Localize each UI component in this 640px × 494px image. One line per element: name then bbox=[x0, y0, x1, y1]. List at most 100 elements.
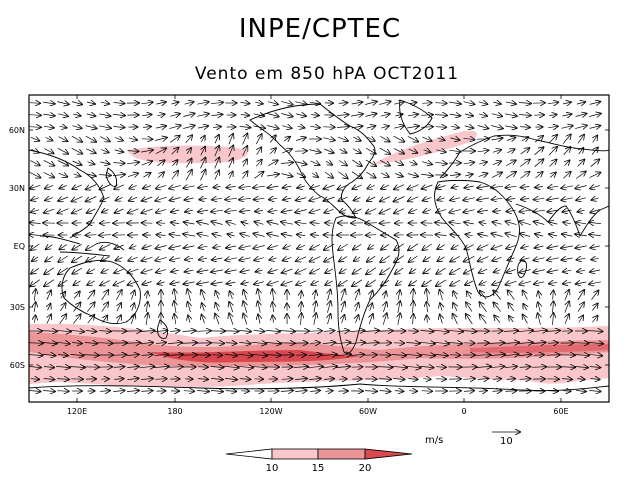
wind-vector-708 bbox=[188, 302, 191, 313]
wind-vector-108 bbox=[393, 126, 404, 128]
wind-vector-333 bbox=[101, 197, 110, 201]
wind-vector-11 bbox=[184, 102, 194, 104]
wind-vector-190 bbox=[393, 148, 404, 153]
wind-vector-660 bbox=[87, 291, 95, 300]
wind-vector-244 bbox=[577, 160, 585, 167]
wind-vector-666 bbox=[174, 289, 176, 301]
wind-vector-704 bbox=[132, 303, 135, 311]
wind-vector-950 bbox=[127, 378, 138, 379]
wind-vector-736 bbox=[577, 302, 584, 312]
wind-vector-553 bbox=[310, 256, 321, 261]
wind-vector-232 bbox=[409, 162, 416, 165]
wind-vector-942 bbox=[589, 367, 601, 368]
wind-vector-921 bbox=[294, 367, 308, 368]
wind-vector-949 bbox=[114, 379, 123, 380]
wind-vector-471 bbox=[311, 235, 320, 236]
wind-vector-802 bbox=[349, 330, 365, 331]
wind-vector-178 bbox=[228, 146, 234, 157]
wind-vector-986 bbox=[57, 391, 68, 392]
wind-vector-608 bbox=[506, 270, 516, 273]
wind-vector-247 bbox=[43, 172, 54, 178]
wind-vector-623 bbox=[142, 282, 152, 285]
wind-vector-148 bbox=[380, 136, 389, 141]
wind-vector-971 bbox=[423, 379, 430, 380]
wind-vector-253 bbox=[127, 173, 138, 176]
colorbar: 10 15 20 bbox=[225, 448, 413, 474]
wind-vector-964 bbox=[323, 379, 334, 380]
wind-vector-238 bbox=[492, 161, 501, 164]
wind-vector-280 bbox=[505, 172, 516, 179]
wind-vector-407 bbox=[562, 210, 572, 212]
wind-vector-638 bbox=[352, 279, 363, 286]
wind-vector-369 bbox=[31, 210, 40, 213]
wind-vector-115 bbox=[491, 126, 503, 129]
wind-vector-278 bbox=[478, 173, 488, 176]
wind-vector-928 bbox=[390, 366, 407, 367]
colorbar-segment-below-10 bbox=[225, 448, 273, 460]
wind-vector-983 bbox=[590, 379, 599, 380]
wind-vector-231 bbox=[394, 161, 403, 165]
wind-vector-461 bbox=[170, 234, 181, 236]
wind-vector-384 bbox=[240, 210, 251, 211]
wind-vector-793 bbox=[223, 331, 239, 332]
wind-vector-313 bbox=[394, 184, 405, 190]
wind-vector-506 bbox=[226, 246, 237, 248]
wind-vector-304 bbox=[268, 186, 279, 188]
wind-vector-257 bbox=[185, 170, 192, 181]
wind-vector-323 bbox=[535, 187, 543, 188]
wind-vector-403 bbox=[507, 211, 516, 212]
wind-vector-641 bbox=[396, 281, 403, 285]
wind-vector-139 bbox=[255, 134, 261, 145]
wind-vector-393 bbox=[366, 208, 377, 214]
wind-vector-804 bbox=[377, 331, 392, 332]
wind-vector-705 bbox=[146, 302, 148, 313]
wind-vector-968 bbox=[378, 379, 391, 380]
wind-vector-607 bbox=[494, 270, 501, 273]
wind-vector-79 bbox=[562, 114, 572, 116]
wind-vector-78 bbox=[549, 115, 556, 116]
wind-vector-780 bbox=[40, 331, 57, 332]
wind-vector-677 bbox=[328, 290, 331, 301]
wind-vector-219 bbox=[229, 158, 233, 168]
wind-vector-182 bbox=[282, 149, 292, 153]
wind-vector-399 bbox=[449, 209, 461, 212]
wind-vector-236 bbox=[463, 162, 474, 163]
wind-vector-1015 bbox=[463, 391, 474, 392]
wind-vector-834 bbox=[225, 343, 237, 344]
wind-vector-630 bbox=[241, 282, 249, 284]
wind-vector-193 bbox=[436, 150, 445, 152]
wind-vector-40 bbox=[589, 102, 601, 105]
wind-vector-10 bbox=[171, 102, 179, 104]
wind-vector-810 bbox=[461, 331, 477, 332]
wind-vector-322 bbox=[521, 187, 530, 188]
wind-vector-137 bbox=[229, 134, 233, 145]
wind-vector-995 bbox=[183, 391, 194, 392]
wind-vector-864 bbox=[70, 354, 83, 355]
wind-vector-285 bbox=[576, 172, 585, 179]
wind-vector-768 bbox=[453, 314, 458, 325]
wind-vector-57 bbox=[253, 114, 264, 116]
wind-vector-560 bbox=[409, 255, 418, 262]
wind-vector-69 bbox=[421, 115, 433, 116]
wind-vector-808 bbox=[433, 330, 448, 332]
wind-vector-332 bbox=[86, 196, 97, 202]
wind-vector-788 bbox=[154, 330, 168, 331]
wind-vector-274 bbox=[421, 174, 433, 176]
wind-vector-241 bbox=[534, 159, 544, 168]
wind-vector-145 bbox=[337, 137, 348, 141]
wind-vector-199 bbox=[520, 148, 530, 155]
wind-vector-19 bbox=[295, 102, 307, 105]
wind-vector-276 bbox=[449, 174, 460, 175]
wind-vector-269 bbox=[351, 171, 362, 179]
wind-vector-695 bbox=[577, 290, 584, 301]
wind-vector-1011 bbox=[408, 391, 417, 392]
wind-vector-265 bbox=[296, 173, 305, 177]
wind-vector-53 bbox=[197, 114, 209, 117]
wind-vector-356 bbox=[423, 197, 432, 200]
wind-vector-166 bbox=[57, 147, 68, 153]
wind-vector-836 bbox=[251, 342, 267, 343]
wind-vector-503 bbox=[184, 246, 195, 248]
wind-vector-266 bbox=[311, 173, 318, 177]
wind-vector-308 bbox=[324, 185, 335, 189]
